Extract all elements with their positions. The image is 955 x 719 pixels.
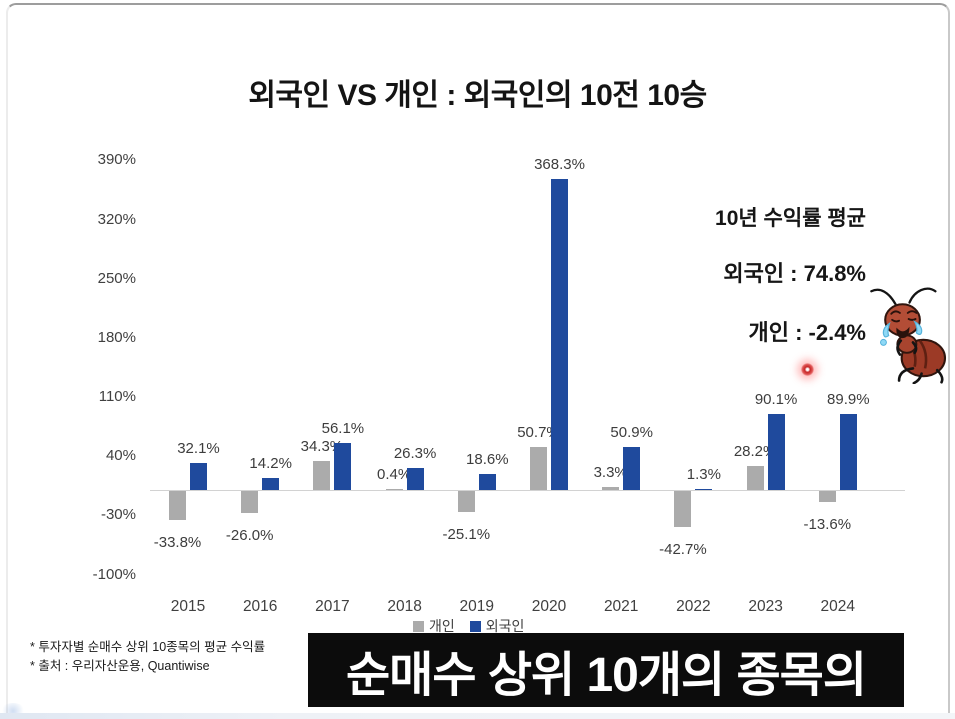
bar-label-개인-2019: -25.1% [442, 526, 491, 544]
x-category-label: 2021 [603, 598, 639, 615]
x-axis-zero-line [150, 490, 905, 491]
bar-label-외국인-2020: 368.3% [534, 155, 585, 173]
x-category-label: 2016 [242, 598, 278, 615]
legend-item-개인: 개인 [413, 616, 455, 636]
bar-개인-2024 [818, 491, 836, 503]
bar-label-개인-2021: 3.3% [593, 464, 628, 482]
bar-label-개인-2017: 34.3% [300, 438, 344, 456]
bar-label-외국인-2015: 32.1% [177, 439, 220, 457]
crying-ant-icon [870, 287, 947, 384]
bar-label-외국인-2016: 14.2% [249, 455, 292, 472]
bar-label-외국인-2018: 26.3% [393, 444, 437, 462]
bar-외국인-2020 [551, 178, 568, 490]
legend-label: 개인 [429, 618, 455, 634]
x-category-label: 2018 [387, 598, 422, 615]
bar-label-개인-2020: 50.7% [517, 424, 560, 442]
x-category-label: 2020 [531, 598, 567, 615]
caption-banner: 순매수 상위 10개의 종목의 [308, 633, 904, 707]
avg-foreigner-value: 외국인 : 74.8% [723, 261, 866, 286]
bar-외국인-2022 [695, 488, 713, 490]
bar-개인-2021 [602, 487, 620, 490]
footnote-line-1: * 투자자별 순매수 상위 10종목의 평균 수익률 [30, 640, 266, 654]
y-tick-label: 180% [97, 328, 136, 346]
x-category-label: 2022 [676, 598, 711, 615]
legend-label: 외국인 [485, 618, 525, 634]
bar-label-개인-2016: -26.0% [225, 526, 274, 544]
y-tick-label: -30% [100, 506, 136, 524]
bar-label-개인-2015: -33.8% [153, 533, 202, 551]
bar-label-개인-2023: 28.2% [733, 443, 777, 461]
y-tick-label: 250% [97, 269, 136, 287]
bar-외국인-2018 [406, 467, 424, 490]
x-category-label: 2024 [820, 598, 856, 615]
y-tick-label: 390% [97, 151, 136, 169]
bar-label-외국인-2022: 1.3% [686, 465, 721, 483]
y-tick-label: 320% [97, 210, 136, 228]
average-returns-annotation: 10년 수익률 평균 외국인 : 74.8% 개인 : -2.4% [715, 202, 866, 374]
bar-개인-2017 [313, 461, 331, 490]
y-tick-label: 110% [98, 388, 136, 406]
x-category-label: 2019 [459, 598, 495, 615]
y-tick-label: -100% [92, 565, 136, 583]
bar-label-외국인-2017: 56.1% [321, 419, 365, 437]
bar-개인-2022 [674, 491, 692, 528]
bar-label-외국인-2021: 50.9% [610, 423, 653, 441]
bar-개인-2019 [457, 491, 475, 513]
chart-title: 외국인 VS 개인 : 외국인의 10전 10승 [248, 79, 707, 112]
bar-외국인-2024 [839, 414, 857, 490]
caption-banner-text: 순매수 상위 10개의 종목의 [346, 649, 867, 702]
bar-개인-2023 [746, 466, 764, 490]
bar-외국인-2017 [334, 442, 352, 490]
bar-label-외국인-2024: 89.9% [827, 391, 870, 409]
bar-외국인-2016 [262, 478, 280, 490]
bar-개인-2016 [241, 491, 259, 513]
bar-외국인-2021 [623, 446, 641, 490]
bar-label-개인-2022: -42.7% [659, 541, 707, 559]
x-category-label: 2015 [170, 598, 206, 615]
bar-외국인-2015 [190, 462, 207, 490]
x-category-label: 2023 [748, 598, 783, 615]
bar-외국인-2023 [767, 413, 785, 490]
legend-swatch [413, 620, 424, 632]
chart-legend: 개인 외국인 [413, 616, 524, 636]
footnotes: * 투자자별 순매수 상위 10종목의 평균 수익률 * 출처 : 우리자산운용… [30, 638, 265, 677]
bar-외국인-2019 [478, 474, 496, 490]
avg-returns-heading: 10년 수익률 평균 [715, 207, 866, 230]
y-tick-label: 40% [105, 447, 136, 465]
bar-label-개인-2018: 0.4% [376, 465, 412, 483]
x-category-label: 2017 [315, 598, 350, 615]
laser-pointer-dot [801, 363, 814, 376]
bar-label-외국인-2023: 90.1% [754, 390, 798, 408]
legend-item-외국인: 외국인 [469, 616, 525, 636]
bar-label-개인-2024: -13.6% [803, 516, 852, 534]
footnote-line-2: * 출처 : 우리자산운용, Quantiwise [30, 659, 210, 674]
bottom-edge [0, 713, 955, 719]
bar-개인-2015 [169, 491, 186, 520]
bar-label-외국인-2019: 18.6% [466, 451, 509, 469]
bar-개인-2018 [385, 488, 403, 490]
legend-swatch [469, 620, 481, 632]
avg-individual-value: 개인 : -2.4% [748, 320, 866, 345]
bar-개인-2020 [530, 447, 547, 490]
